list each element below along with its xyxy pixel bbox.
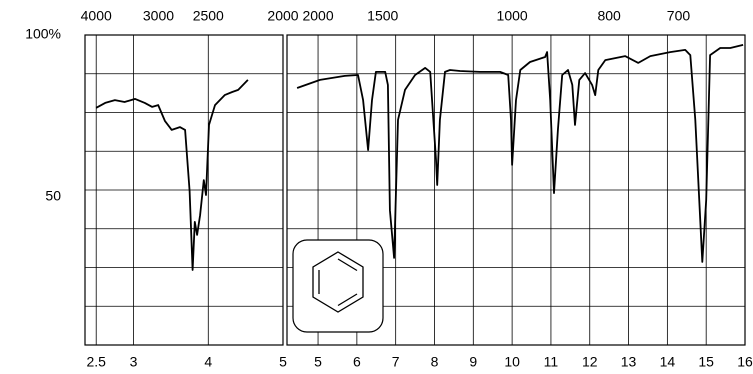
x-tick-label: 8 xyxy=(431,354,439,370)
top-tick-label: 2000 xyxy=(302,8,333,24)
x-tick-label: 6 xyxy=(353,354,361,370)
x-tick-label: 9 xyxy=(469,354,477,370)
x-tick-label: 16 xyxy=(737,354,753,370)
top-tick-label: 1000 xyxy=(497,8,528,24)
y-tick-label: 100% xyxy=(25,26,61,42)
top-tick-label: 2500 xyxy=(193,8,224,24)
x-tick-label: 7 xyxy=(392,354,400,370)
x-tick-label: 15 xyxy=(698,354,714,370)
x-tick-label: 10 xyxy=(504,354,520,370)
top-tick-label: 1500 xyxy=(367,8,398,24)
top-tick-label: 800 xyxy=(597,8,621,24)
top-tick-label: 4000 xyxy=(81,8,112,24)
top-tick-label: 3000 xyxy=(143,8,174,24)
x-tick-label: 3 xyxy=(130,354,138,370)
x-tick-label: 5 xyxy=(314,354,322,370)
x-tick-label: 4 xyxy=(204,354,212,370)
x-tick-label: 2.5 xyxy=(86,354,106,370)
y-tick-label: 50 xyxy=(45,188,61,204)
x-tick-label: 11 xyxy=(544,354,559,370)
x-tick-label: 5 xyxy=(279,354,287,370)
spectrum-line xyxy=(95,79,249,271)
x-tick-label: 12 xyxy=(582,354,598,370)
benzene-structure xyxy=(292,239,384,333)
top-tick-label: 700 xyxy=(667,8,691,24)
top-tick-label: 2000 xyxy=(267,8,298,24)
x-tick-label: 13 xyxy=(621,354,637,370)
x-tick-label: 14 xyxy=(660,354,676,370)
spectrum-line xyxy=(296,44,744,263)
